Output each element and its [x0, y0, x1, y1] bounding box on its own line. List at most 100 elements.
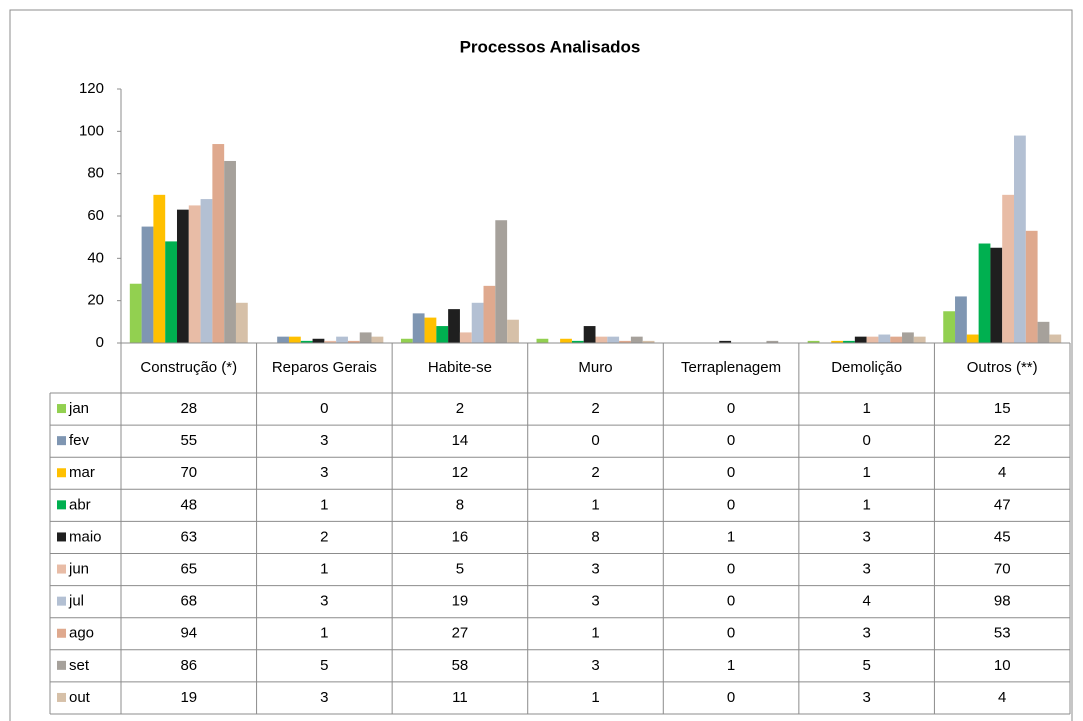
table-value: 8	[456, 496, 464, 513]
table-value: 2	[320, 528, 328, 545]
bar	[619, 340, 631, 343]
legend-key	[57, 468, 66, 478]
table-value: 0	[727, 464, 735, 481]
legend-key	[57, 532, 66, 542]
bar	[1002, 194, 1015, 343]
y-tick-label: 20	[87, 292, 104, 309]
table-value: 2	[591, 464, 599, 481]
table-value: 68	[180, 593, 197, 610]
legend-key	[57, 564, 66, 574]
table-value: 22	[994, 432, 1011, 449]
table-value: 4	[998, 464, 1006, 481]
x-tick-label: Terraplenagem	[681, 359, 782, 376]
table-value: 3	[862, 528, 870, 545]
bar	[943, 311, 956, 343]
bar	[129, 283, 142, 343]
bar	[955, 296, 967, 343]
table-value: 0	[727, 689, 735, 706]
table-value: 0	[727, 496, 735, 513]
bar	[766, 340, 779, 343]
table-value: 1	[320, 496, 328, 513]
table-value: 14	[452, 432, 469, 449]
table-value: 27	[452, 625, 469, 642]
table-value: 1	[862, 400, 870, 417]
table-value: 3	[591, 657, 599, 674]
bar	[890, 336, 903, 343]
table-value: 47	[994, 496, 1011, 513]
table-value: 3	[862, 689, 870, 706]
legend-label: mar	[69, 464, 95, 481]
bar	[471, 302, 484, 343]
table-value: 2	[456, 400, 464, 417]
table-value: 86	[180, 657, 197, 674]
table-value: 3	[862, 625, 870, 642]
table-value: 5	[862, 657, 870, 674]
bar	[347, 340, 360, 343]
bar	[719, 340, 732, 343]
table-value: 3	[591, 593, 599, 610]
table-value: 8	[591, 528, 599, 545]
table-value: 1	[591, 689, 599, 706]
bar	[854, 336, 867, 343]
x-tick-label: Muro	[578, 359, 613, 376]
table-value: 19	[452, 593, 469, 610]
table-value: 65	[180, 561, 197, 578]
x-tick-label: Demolição	[831, 359, 903, 376]
bar	[536, 338, 549, 343]
legend-key	[57, 628, 66, 638]
category-cell: Terraplenagem	[681, 359, 782, 376]
table-value: 0	[727, 593, 735, 610]
bar	[607, 336, 620, 343]
bar	[288, 336, 301, 343]
table-value: 0	[727, 561, 735, 578]
legend-label: fev	[69, 432, 90, 449]
table-value: 28	[180, 400, 197, 417]
bar	[843, 340, 855, 343]
table-value: 3	[320, 464, 328, 481]
x-tick-label: Habite-se	[427, 359, 493, 376]
bar	[176, 209, 189, 343]
legend-label: out	[69, 689, 91, 706]
x-tick-label: Outros (**)	[966, 359, 1038, 376]
bar	[807, 340, 820, 343]
bar	[630, 336, 643, 343]
table-value: 5	[456, 561, 464, 578]
bar	[300, 340, 313, 343]
bar	[913, 336, 926, 343]
bar	[212, 144, 225, 343]
bar	[902, 332, 914, 343]
legend-label: set	[69, 657, 90, 674]
table-value: 3	[320, 593, 328, 610]
table-value: 1	[591, 625, 599, 642]
table-value: 4	[998, 689, 1006, 706]
table-value: 1	[862, 464, 870, 481]
table-value: 1	[727, 528, 735, 545]
legend-label: maio	[69, 528, 102, 545]
bar	[642, 340, 655, 343]
table-value: 4	[862, 593, 870, 610]
table-value: 55	[180, 432, 197, 449]
y-tick-label: 40	[87, 249, 104, 266]
bar	[371, 336, 384, 343]
category-cell: Outros (**)	[966, 359, 1038, 376]
table-value: 5	[320, 657, 328, 674]
table-value: 3	[862, 561, 870, 578]
bar	[571, 340, 584, 343]
table-value: 16	[452, 528, 469, 545]
table-value: 98	[994, 593, 1011, 610]
table-value: 0	[727, 432, 735, 449]
table-value: 0	[727, 400, 735, 417]
x-tick-label: Construção (*)	[140, 359, 238, 376]
bar	[436, 326, 449, 343]
bar	[312, 338, 325, 343]
table-value: 0	[320, 400, 328, 417]
bar	[583, 326, 596, 343]
table-value: 70	[180, 464, 197, 481]
bar	[224, 160, 236, 343]
bar	[359, 332, 372, 343]
category-cell: Habite-se	[427, 359, 493, 376]
bar	[141, 226, 154, 343]
table-value: 58	[452, 657, 469, 674]
y-tick-label: 100	[79, 122, 104, 139]
bar	[400, 338, 413, 343]
